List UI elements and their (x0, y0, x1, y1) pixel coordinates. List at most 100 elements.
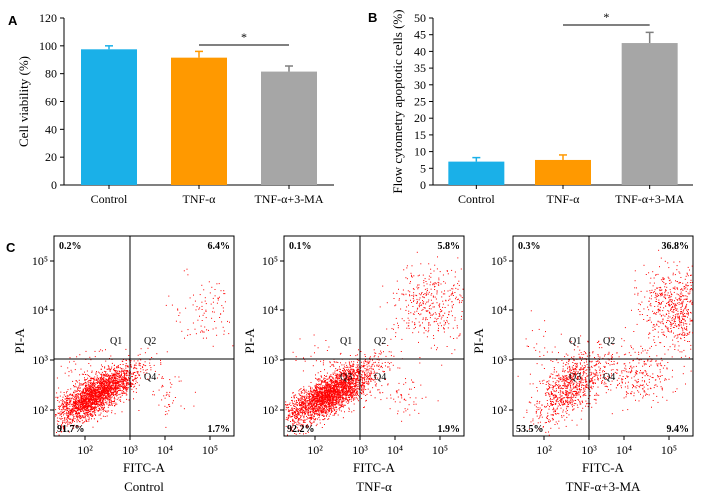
event-dot (342, 400, 344, 402)
event-dot (347, 400, 349, 402)
event-dot (335, 383, 337, 385)
event-dot (82, 395, 84, 397)
event-dot (70, 394, 72, 396)
event-dot (314, 419, 316, 421)
event-dot (104, 386, 106, 388)
event-dot (102, 373, 104, 375)
event-dot (324, 406, 325, 408)
event-dot (302, 390, 304, 391)
event-dot (111, 385, 113, 387)
event-dot (92, 403, 94, 405)
event-dot (117, 375, 119, 377)
event-dot (143, 364, 145, 366)
event-dot (330, 380, 331, 382)
event-dot (168, 404, 169, 406)
event-dot (332, 414, 334, 416)
event-dot (67, 400, 69, 401)
event-dot (338, 395, 340, 397)
event-dot (122, 364, 124, 365)
event-dot (355, 392, 357, 394)
event-dot (378, 362, 380, 364)
event-dot (77, 387, 79, 389)
event-dot (384, 362, 386, 363)
event-dot (162, 378, 164, 379)
event-dot (332, 388, 334, 390)
event-dot (349, 382, 351, 384)
event-dot (140, 368, 142, 370)
event-dot (305, 410, 307, 412)
event-dot (353, 394, 355, 396)
event-dot (107, 399, 109, 401)
event-dot (128, 376, 129, 378)
event-dot (102, 404, 104, 406)
event-dot (102, 408, 103, 410)
event-dot (358, 373, 360, 375)
event-dot (63, 417, 65, 419)
event-dot (109, 387, 111, 389)
event-dot (87, 409, 89, 411)
event-dot (357, 400, 359, 402)
event-dot (123, 385, 125, 387)
event-dot (104, 386, 106, 388)
event-dot (300, 415, 302, 416)
event-dot (80, 395, 82, 397)
event-dot (75, 407, 77, 408)
event-dot (146, 372, 148, 374)
event-dot (330, 391, 332, 393)
event-dot (299, 419, 301, 421)
event-dot (288, 428, 290, 430)
event-dot (101, 393, 103, 395)
event-dot (77, 413, 79, 415)
event-dot (100, 382, 102, 384)
event-dot (376, 372, 378, 374)
event-dot (336, 376, 338, 378)
event-dot (334, 393, 336, 395)
event-dot (356, 370, 358, 372)
event-dot (56, 414, 58, 416)
event-dot (222, 326, 224, 328)
event-dot (312, 400, 314, 402)
event-dot (202, 314, 204, 316)
event-dot (92, 408, 94, 410)
event-dot (78, 385, 80, 387)
event-dot (136, 377, 138, 379)
event-dot (349, 384, 350, 386)
event-dot (326, 391, 328, 393)
event-dot (315, 405, 317, 407)
event-dot (169, 382, 171, 384)
event-dot (80, 406, 82, 408)
event-dot (80, 397, 82, 399)
event-dot (309, 409, 311, 411)
event-dot (365, 400, 367, 402)
event-dot (348, 399, 350, 401)
event-dot (370, 394, 372, 396)
event-dot (299, 389, 301, 390)
event-dot (89, 400, 91, 402)
event-dot (290, 421, 291, 422)
event-dot (205, 303, 207, 305)
event-dot (324, 386, 326, 387)
event-dot (339, 386, 341, 388)
event-dot (132, 373, 134, 375)
event-dot (335, 412, 337, 414)
event-dot (103, 370, 105, 372)
event-dot (73, 416, 75, 418)
event-dot (327, 392, 329, 394)
event-dot (70, 412, 71, 414)
event-dot (73, 402, 75, 403)
event-dot (102, 403, 104, 405)
event-dot (74, 396, 75, 398)
event-dot (349, 372, 351, 374)
event-dot (75, 411, 77, 413)
event-dot (114, 373, 116, 375)
event-dot (104, 375, 106, 377)
event-dot (333, 394, 335, 396)
event-dot (73, 424, 75, 426)
event-dot (336, 398, 338, 400)
event-dot (63, 429, 65, 431)
event-dot (118, 366, 119, 368)
event-dot (59, 406, 61, 407)
event-dot (72, 394, 74, 396)
event-dot (307, 397, 309, 399)
